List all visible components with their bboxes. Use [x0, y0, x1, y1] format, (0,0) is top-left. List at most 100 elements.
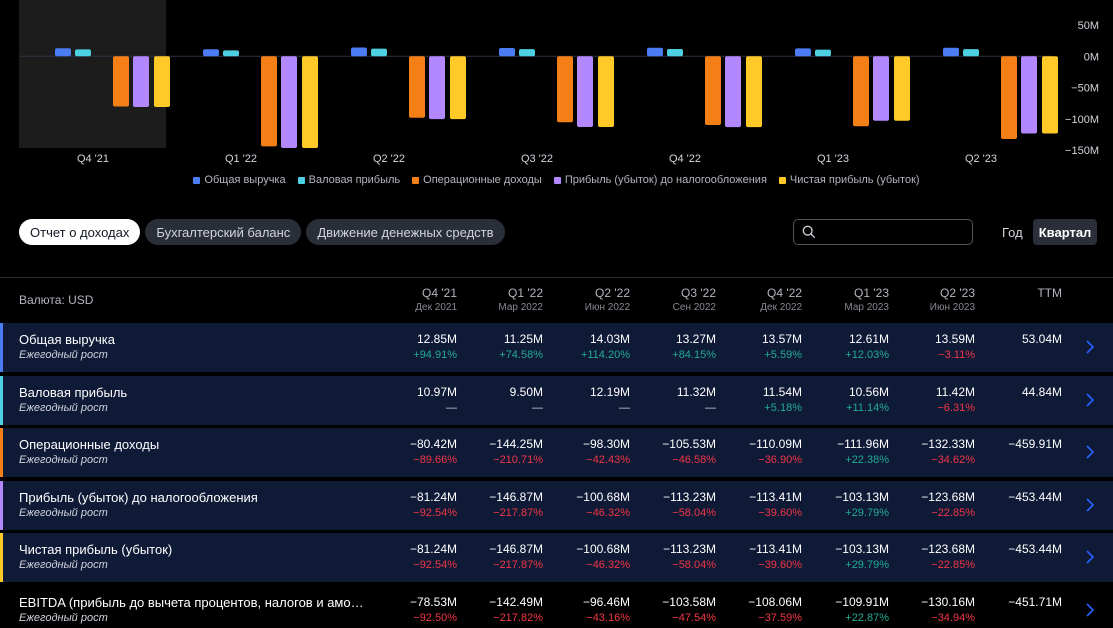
bar-2[interactable]	[963, 49, 979, 57]
column-period: Q4 '21	[422, 286, 457, 300]
bar-3[interactable]	[557, 56, 573, 123]
table-cell: 10.97M —	[367, 376, 457, 414]
row-label: Валовая прибыль	[19, 384, 128, 400]
cell-growth: −217.87%	[493, 506, 543, 519]
tab-balance-sheet[interactable]: Бухгалтерский баланс	[145, 219, 302, 245]
tab-income-statement[interactable]: Отчет о доходах	[19, 219, 141, 245]
bar-3[interactable]	[1001, 56, 1017, 139]
bar-1[interactable]	[351, 47, 367, 57]
bar-2[interactable]	[75, 49, 91, 57]
column-date: Июн 2023	[929, 302, 975, 313]
currency-label: Валюта: USD	[19, 293, 94, 307]
cell-value: −146.87M	[489, 542, 543, 556]
table-cell: 11.54M +5.18%	[712, 376, 802, 414]
search-input[interactable]	[793, 219, 973, 245]
bar-4[interactable]	[725, 56, 741, 128]
bar-2[interactable]	[371, 48, 387, 57]
bar-1[interactable]	[203, 49, 219, 57]
cell-value: −113.23M	[663, 489, 716, 504]
cell-growth: −34.62%	[931, 454, 975, 466]
bar-1[interactable]	[943, 47, 959, 57]
bar-1[interactable]	[499, 47, 515, 57]
table-cell: 53.04M	[972, 323, 1062, 346]
row-label: Прибыль (убыток) до налогообложения	[19, 489, 258, 505]
bar-4[interactable]	[873, 56, 889, 121]
table-cell: −146.87M −217.87%	[453, 481, 543, 519]
bar-4[interactable]	[577, 56, 593, 128]
bar-3[interactable]	[853, 56, 869, 127]
cell-value: −130.16M	[921, 594, 975, 609]
x-tick-label: Q1 '22	[225, 153, 257, 165]
chevron-right-icon[interactable]	[1084, 392, 1096, 408]
cell-growth: +5.18%	[764, 401, 802, 414]
chevron-right-icon[interactable]	[1084, 339, 1096, 355]
bar-1[interactable]	[647, 47, 663, 57]
period-year-button[interactable]: Год	[1002, 224, 1023, 240]
legend-label: Чистая прибыль (убыток)	[789, 174, 920, 186]
bar-3[interactable]	[409, 56, 425, 118]
table-row[interactable]: EBITDA (прибыль до вычета процентов, нал…	[0, 584, 1113, 628]
column-date: Дек 2022	[760, 302, 802, 313]
bar-5[interactable]	[894, 56, 910, 121]
cell-growth: —	[619, 401, 630, 414]
bar-2[interactable]	[815, 49, 831, 57]
bar-5[interactable]	[450, 56, 466, 120]
cell-growth: —	[705, 401, 716, 414]
bar-2[interactable]	[667, 49, 683, 57]
cell-value: −132.33M	[921, 437, 975, 451]
table-row[interactable]: Прибыль (убыток) до налогообложения Ежего…	[0, 479, 1113, 530]
legend-item[interactable]: Валовая прибыль	[297, 174, 400, 186]
bar-5[interactable]	[302, 56, 318, 149]
bar-5[interactable]	[598, 56, 614, 128]
x-tick-label: Q4 '22	[669, 153, 701, 165]
bar-1[interactable]	[55, 48, 71, 57]
legend-swatch	[553, 176, 561, 184]
table-row[interactable]: Общая выручка Ежегодный рост 12.85M +94.91%…	[0, 322, 1113, 372]
legend-item[interactable]: Прибыль (убыток) до налогообложения	[553, 174, 767, 186]
column-period: Q3 '22	[681, 286, 716, 300]
chevron-right-icon[interactable]	[1084, 549, 1096, 565]
x-tick-label: Q1 '23	[817, 153, 849, 165]
row-label: Общая выручка	[19, 332, 115, 347]
table-cell: −113.23M −58.04%	[626, 481, 716, 519]
table-row[interactable]: Операционные доходы Ежегодный рост −80.42M…	[0, 427, 1113, 477]
bar-3[interactable]	[113, 56, 129, 107]
table-cell: −103.13M +29.79%	[799, 481, 889, 519]
cell-growth: +29.79%	[845, 559, 889, 571]
row-sublabel: Ежегодный рост	[19, 559, 108, 571]
bar-5[interactable]	[1042, 56, 1058, 134]
bar-3[interactable]	[261, 56, 277, 147]
column-period: TTM	[1037, 286, 1062, 300]
legend-item[interactable]: Операционные доходы	[412, 174, 542, 186]
bar-2[interactable]	[519, 49, 535, 57]
cell-growth: +5.59%	[764, 349, 802, 361]
bar-3[interactable]	[705, 56, 721, 126]
bar-4[interactable]	[281, 56, 297, 149]
cell-growth: −47.54%	[672, 611, 716, 624]
bar-5[interactable]	[154, 56, 170, 108]
table-cell: −103.58M −47.54%	[626, 586, 716, 624]
chevron-right-icon[interactable]	[1084, 497, 1096, 513]
chevron-right-icon[interactable]	[1084, 602, 1096, 618]
column-date: Сен 2022	[672, 302, 716, 313]
legend-item[interactable]: Общая выручка	[193, 174, 286, 186]
period-quarter-button[interactable]: Квартал	[1032, 219, 1098, 245]
legend-item[interactable]: Чистая прибыль (убыток)	[778, 174, 920, 186]
bar-4[interactable]	[133, 56, 149, 108]
table-cell: −453.44M	[972, 533, 1062, 556]
bar-5[interactable]	[746, 56, 762, 128]
chevron-right-icon[interactable]	[1084, 444, 1096, 460]
cell-value: −100.68M	[576, 489, 630, 504]
cell-growth: −36.90%	[758, 454, 802, 466]
row-sublabel: Ежегодный рост	[19, 401, 108, 414]
cell-growth: −92.54%	[413, 506, 457, 519]
bar-4[interactable]	[429, 56, 445, 120]
bar-1[interactable]	[795, 48, 811, 57]
bar-4[interactable]	[1021, 56, 1037, 134]
tab-cash-flow[interactable]: Движение денежных средств	[306, 219, 505, 245]
row-color-bar	[0, 428, 3, 477]
period-toggle: Год Квартал	[996, 219, 1098, 245]
table-row[interactable]: Валовая прибыль Ежегодный рост 10.97M —9.50…	[0, 374, 1113, 425]
table-row[interactable]: Чистая прибыль (убыток) Ежегодный рост −81…	[0, 532, 1113, 582]
bar-2[interactable]	[223, 50, 239, 57]
